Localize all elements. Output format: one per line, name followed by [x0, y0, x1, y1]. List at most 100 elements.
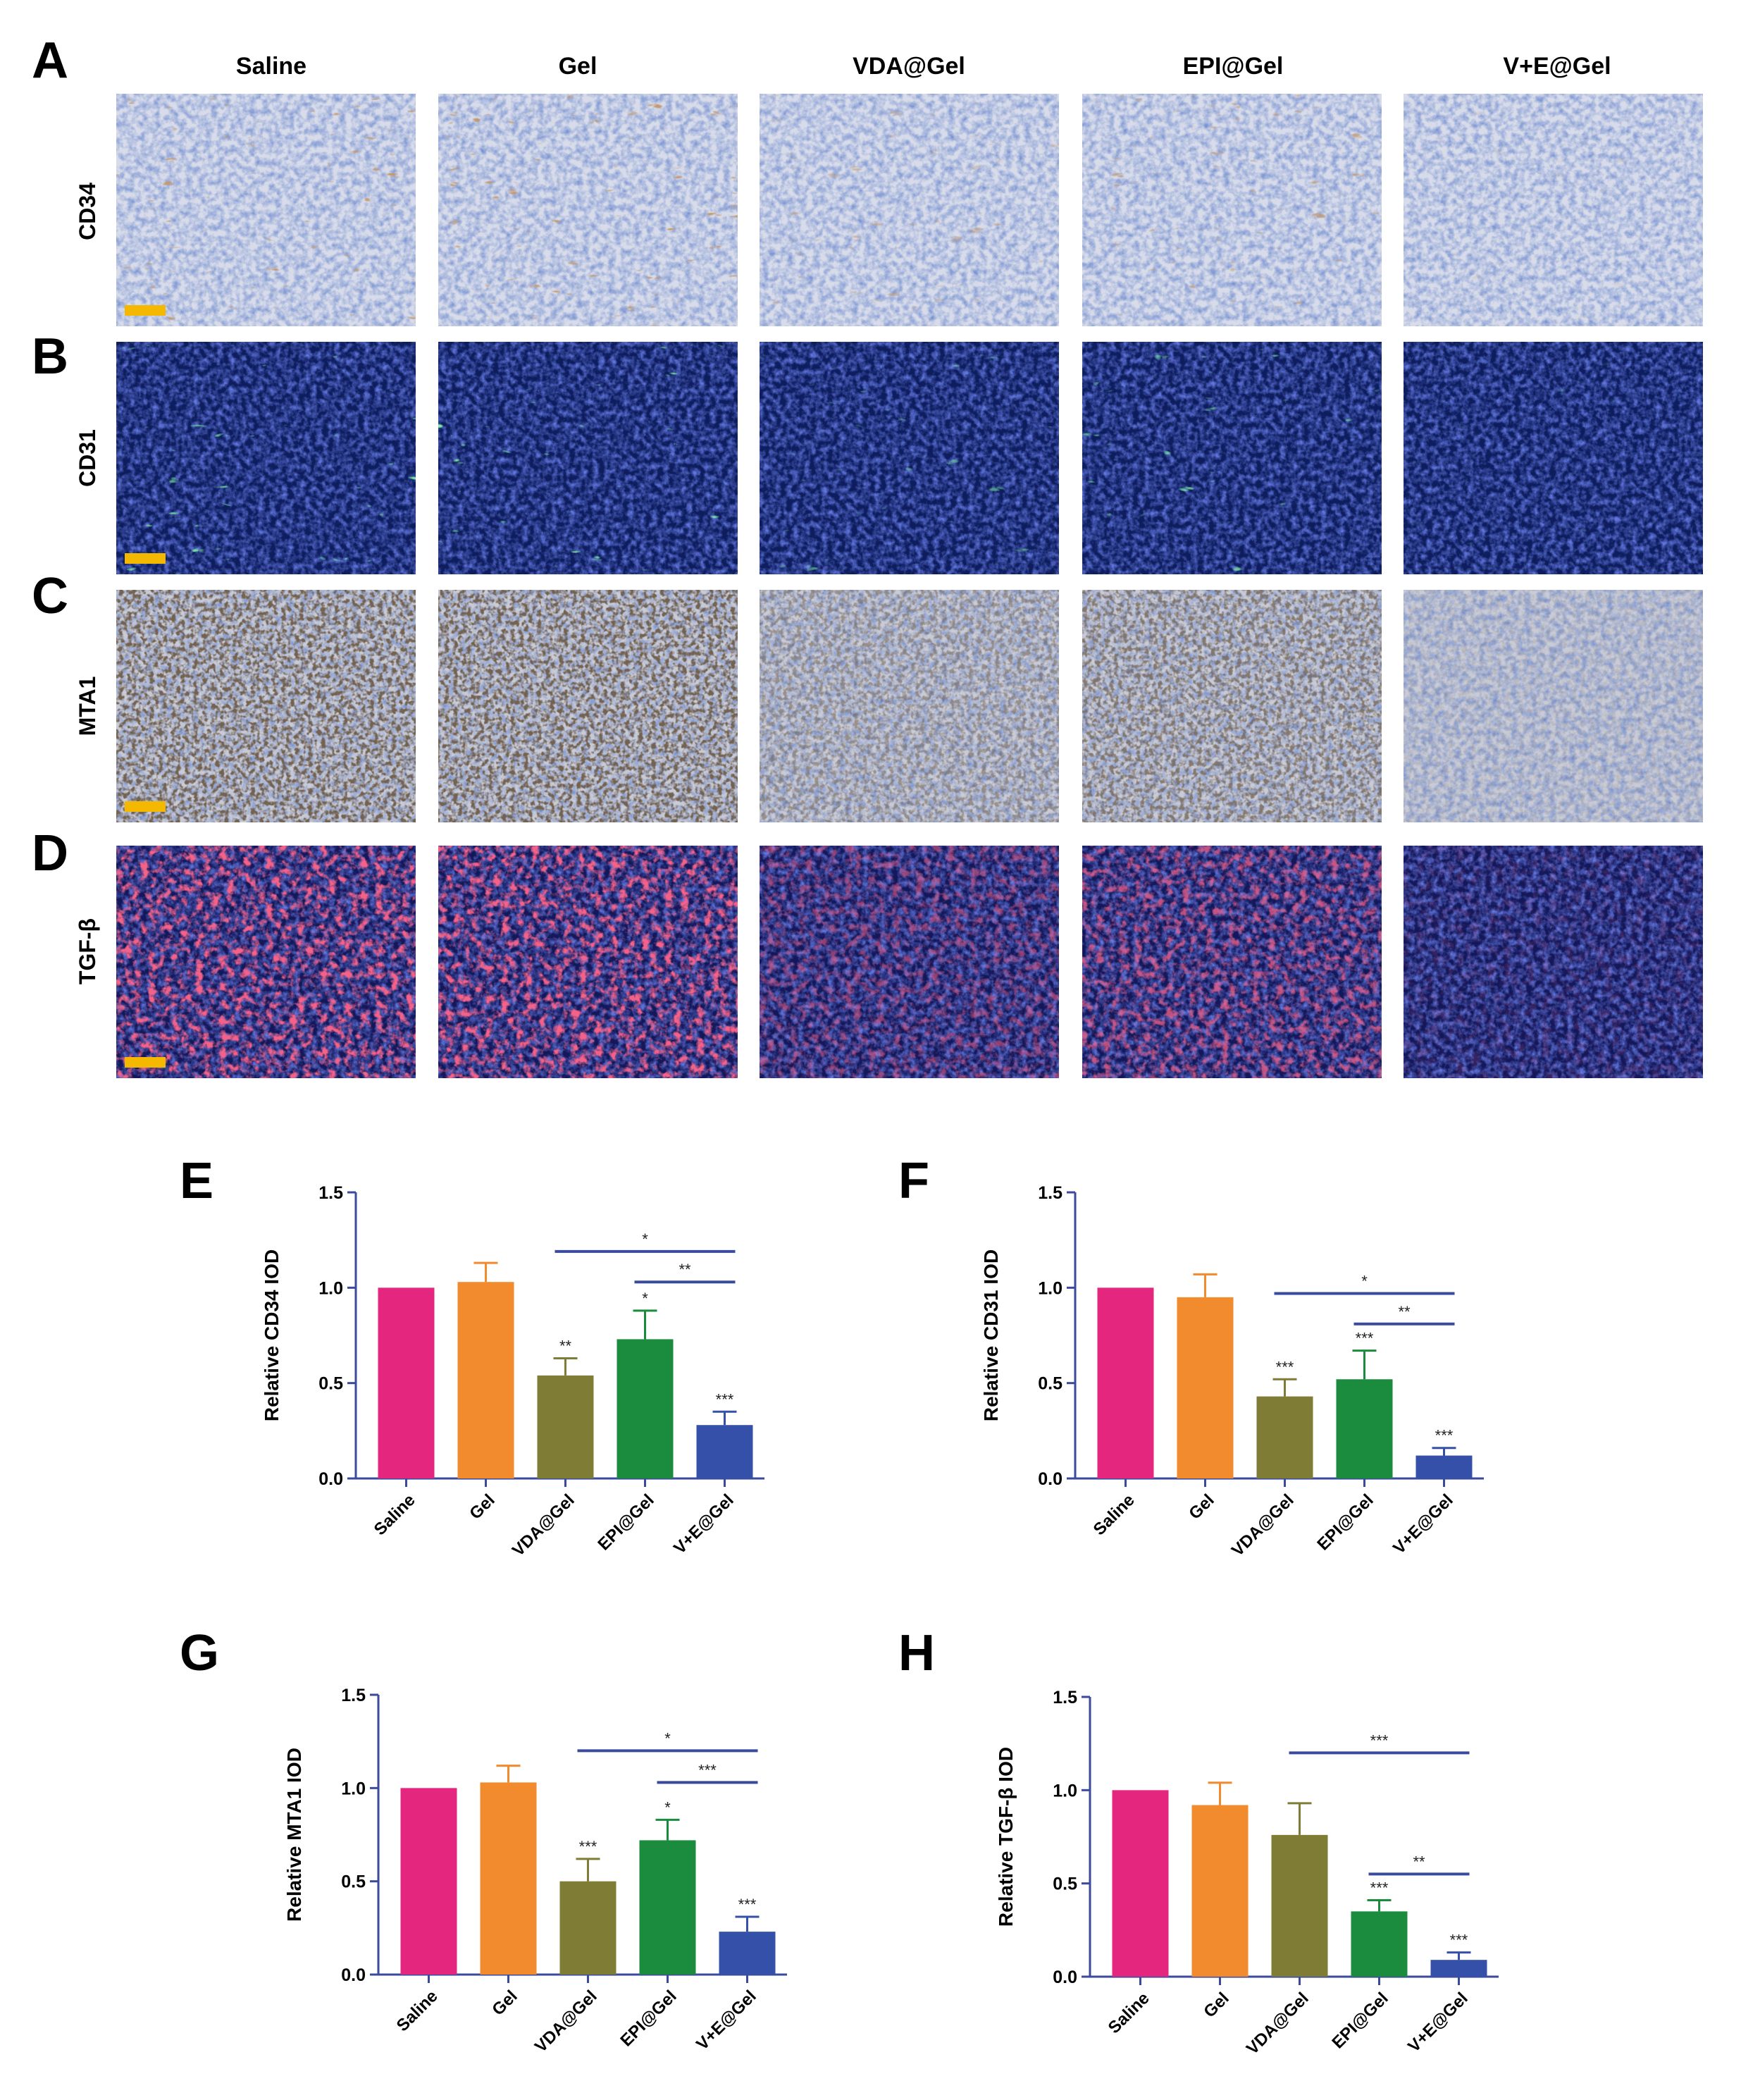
significance-stars: ***: [738, 1896, 757, 1913]
y-axis-title: Relative TGF-β IOD: [995, 1747, 1017, 1927]
y-tick-label: 0.0: [341, 1965, 366, 1985]
panel-letter-e: E: [180, 1153, 213, 1209]
significance-stars: ***: [1450, 1932, 1468, 1949]
significance-stars: *: [642, 1290, 648, 1307]
comparison-label: *: [1361, 1272, 1368, 1290]
micrograph-tile: [760, 590, 1059, 822]
scale-bar: [125, 305, 166, 316]
y-axis-title: Relative CD31 IOD: [980, 1249, 1002, 1421]
bar: [1112, 1790, 1169, 1977]
micrograph-tile: [1082, 590, 1382, 822]
bar: [1097, 1287, 1154, 1478]
y-tick-label: 0.0: [1053, 1968, 1077, 1987]
bar: [1336, 1379, 1393, 1478]
scale-bar: [125, 1057, 166, 1068]
bar: [617, 1339, 674, 1478]
comparison-label: ***: [698, 1761, 717, 1779]
y-tick-label: 1.0: [1038, 1278, 1062, 1298]
micrograph-tile: [1082, 342, 1382, 574]
bar: [400, 1788, 457, 1975]
comparison-label: **: [1398, 1303, 1411, 1321]
micrograph-tile: [116, 846, 416, 1078]
category-label: EPI@Gel: [1328, 1989, 1392, 2052]
micrograph-tile: [438, 342, 738, 574]
micrograph-tile: [116, 590, 416, 822]
category-label: Gel: [488, 1987, 521, 2019]
panel-letter-d: D: [32, 825, 68, 882]
scale-bar: [125, 553, 166, 564]
significance-stars: *: [664, 1798, 671, 1816]
bar: [1256, 1396, 1313, 1478]
micrograph-tile: [760, 846, 1059, 1078]
category-label: EPI@Gel: [1313, 1490, 1377, 1554]
category-label: V+E@Gel: [693, 1987, 760, 2054]
micrograph-tile: [1082, 94, 1382, 326]
significance-stars: ***: [716, 1390, 734, 1408]
row-marker-label: CD31: [75, 429, 100, 487]
comparison-label: **: [1413, 1853, 1425, 1870]
bar: [378, 1287, 435, 1478]
group-column-headers: Saline Gel VDA@Gel EPI@Gel V+E@Gel: [236, 53, 1611, 80]
row-marker-label: CD34: [75, 183, 100, 240]
micrograph-tile: [760, 342, 1059, 574]
y-tick-label: 1.0: [318, 1278, 343, 1298]
y-axis-title: Relative MTA1 IOD: [283, 1748, 305, 1922]
row-marker-label: MTA1: [75, 677, 100, 736]
micrograph-tile: [438, 846, 738, 1078]
significance-stars: ***: [1370, 1879, 1389, 1896]
category-label: VDA@Gel: [1228, 1490, 1298, 1560]
micrograph-tile: [1404, 846, 1703, 1078]
micrograph-tile: [438, 94, 738, 326]
micrograph-tile: [116, 94, 416, 326]
significance-stars: ***: [579, 1838, 597, 1855]
comparison-label: *: [642, 1230, 648, 1248]
y-tick-label: 1.5: [341, 1686, 366, 1705]
y-tick-label: 0.0: [1038, 1469, 1062, 1489]
category-label: Saline: [393, 1987, 442, 2035]
category-label: Saline: [1105, 1989, 1153, 2037]
category-label: Gel: [1200, 1989, 1232, 2021]
category-label: V+E@Gel: [670, 1490, 738, 1558]
y-tick-label: 1.5: [1053, 1688, 1077, 1707]
scale-bar: [125, 801, 166, 812]
category-label: Gel: [466, 1490, 498, 1523]
category-label: EPI@Gel: [594, 1490, 657, 1554]
comparison-label: *: [664, 1729, 671, 1747]
significance-stars: **: [559, 1337, 572, 1354]
category-label: Gel: [1185, 1490, 1218, 1523]
bar: [559, 1881, 617, 1975]
category-label: V+E@Gel: [1389, 1490, 1457, 1558]
panel-letter-c: C: [32, 568, 68, 624]
micrograph-tile: [438, 590, 738, 822]
panel-letter-g: G: [180, 1625, 219, 1681]
bar: [457, 1282, 514, 1478]
y-tick-label: 0.5: [318, 1374, 343, 1394]
y-tick-label: 1.0: [1053, 1781, 1077, 1801]
category-label: Saline: [371, 1490, 419, 1539]
bar-chart-h: 0.0 0.5 1.0 1.5 Relative TGF-β IOD Saline Gel V…: [995, 1688, 1499, 2058]
bar: [719, 1932, 776, 1975]
column-header: V+E@Gel: [1503, 53, 1611, 80]
bar: [1430, 1960, 1487, 1977]
y-tick-label: 0.0: [318, 1469, 343, 1489]
category-label: VDA@Gel: [531, 1987, 601, 2056]
column-header: Gel: [559, 53, 597, 80]
micrograph-tile: [1404, 94, 1703, 326]
category-label: Saline: [1090, 1490, 1139, 1539]
bar: [480, 1782, 537, 1975]
row-marker-label: TGF-β: [75, 918, 100, 984]
bar: [1191, 1805, 1249, 1977]
micrograph-tile: [760, 94, 1059, 326]
y-axis-title: Relative CD34 IOD: [261, 1249, 283, 1421]
category-label: VDA@Gel: [1243, 1989, 1313, 2058]
bar: [1271, 1834, 1328, 1977]
significance-stars: ***: [1435, 1427, 1454, 1445]
micrograph-grid: Saline Gel VDA@Gel EPI@Gel V+E@Gel CD34 …: [75, 53, 1703, 1078]
significance-stars: ***: [1276, 1358, 1294, 1376]
y-tick-label: 0.5: [1038, 1374, 1062, 1394]
column-header: EPI@Gel: [1183, 53, 1284, 80]
bar: [639, 1840, 696, 1975]
